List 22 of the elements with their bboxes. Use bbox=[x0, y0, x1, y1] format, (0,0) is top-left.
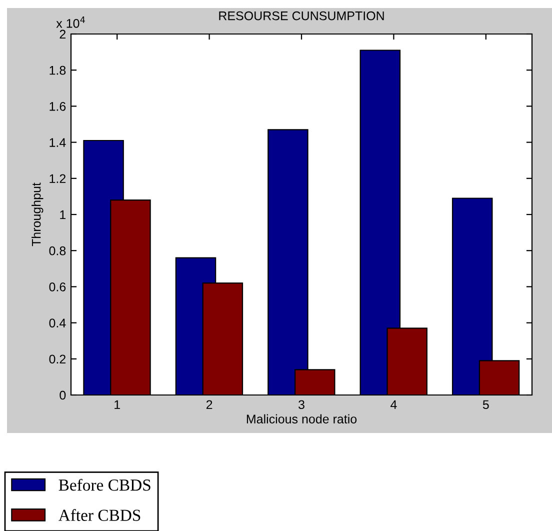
x-axis-title: Malicious node ratio bbox=[246, 414, 357, 424]
y-axis-title: Throughput bbox=[32, 182, 44, 246]
y-tick-label: 1.4 bbox=[50, 138, 66, 147]
legend-label: After CBDS bbox=[58, 509, 140, 521]
y-tick-label: 0 bbox=[60, 390, 66, 400]
x-tick-label: 4 bbox=[390, 400, 397, 409]
x-tick-label: 5 bbox=[482, 400, 489, 410]
text: x 10$^{4}$ bbox=[56, 16, 85, 28]
x-tick-label: 2 bbox=[206, 400, 212, 409]
y-tick-label: 0.8 bbox=[49, 246, 66, 256]
y-tick-label: 2 bbox=[60, 30, 66, 39]
x-tick-label: 3 bbox=[298, 400, 304, 410]
legend-label: Before CBDS bbox=[58, 478, 150, 491]
y-tick-label: 0.4 bbox=[49, 318, 66, 328]
y-tick-label: 0.6 bbox=[49, 282, 66, 292]
y-tick-label: 1.2 bbox=[50, 174, 66, 183]
y-tick-label: 1.6 bbox=[50, 102, 66, 111]
x-tick-label: 1 bbox=[114, 400, 120, 409]
chart-title: RESOURSE CUNSUMPTION bbox=[219, 11, 384, 20]
y-tick-label: 0.2 bbox=[49, 354, 66, 364]
y-tick-label: 1 bbox=[60, 210, 66, 220]
y-tick-label: 1.8 bbox=[50, 66, 66, 75]
